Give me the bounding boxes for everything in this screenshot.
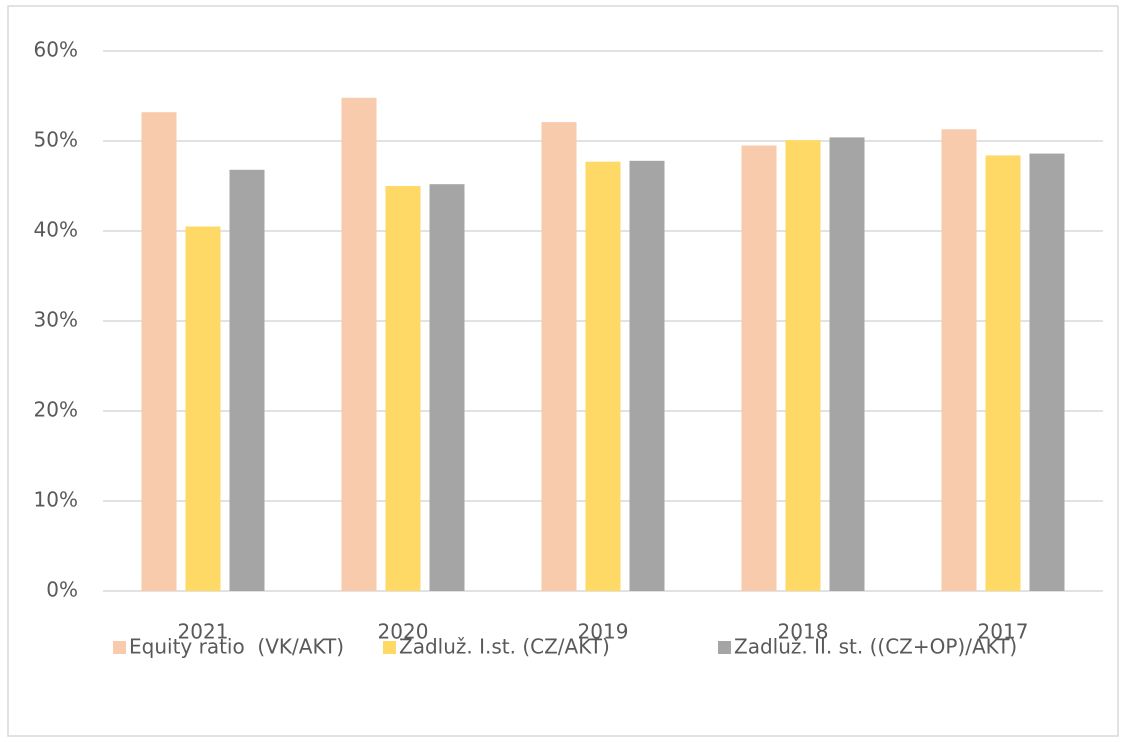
- bar: [341, 97, 377, 592]
- bar: [941, 129, 977, 592]
- bar: [429, 184, 465, 591]
- legend-swatch: [383, 641, 396, 654]
- bar: [541, 122, 577, 591]
- bar: [829, 137, 865, 591]
- x-tick-label: 2018: [778, 620, 829, 644]
- bar: [629, 160, 665, 592]
- bar: [985, 155, 1021, 591]
- bar: [141, 112, 177, 591]
- bar: [1029, 153, 1065, 591]
- bar: [741, 145, 777, 591]
- legend-swatch: [113, 641, 126, 654]
- bar: [229, 169, 265, 592]
- x-tick-label: 2019: [578, 620, 629, 644]
- y-tick-label: 0%: [46, 578, 78, 602]
- bar: [385, 186, 421, 591]
- x-tick-label: 2020: [378, 620, 429, 644]
- legend-label: Zadluž. II. st. ((CZ+OP)/AKT): [734, 635, 1017, 659]
- y-tick-label: 40%: [34, 218, 78, 242]
- x-tick-label: 2021: [178, 620, 229, 644]
- bar: [785, 140, 821, 591]
- bar: [585, 161, 621, 591]
- legend-label: Equity ratio (VK/AKT): [129, 635, 344, 659]
- legend-swatch: [718, 641, 731, 654]
- y-tick-label: 10%: [34, 488, 78, 512]
- y-tick-label: 60%: [34, 38, 78, 62]
- x-tick-label: 2017: [978, 620, 1029, 644]
- legend-label: Zadluž. I.st. (CZ/AKT): [399, 635, 610, 659]
- y-tick-label: 50%: [34, 128, 78, 152]
- y-tick-label: 20%: [34, 398, 78, 422]
- bar: [185, 226, 221, 591]
- y-tick-label: 30%: [34, 308, 78, 332]
